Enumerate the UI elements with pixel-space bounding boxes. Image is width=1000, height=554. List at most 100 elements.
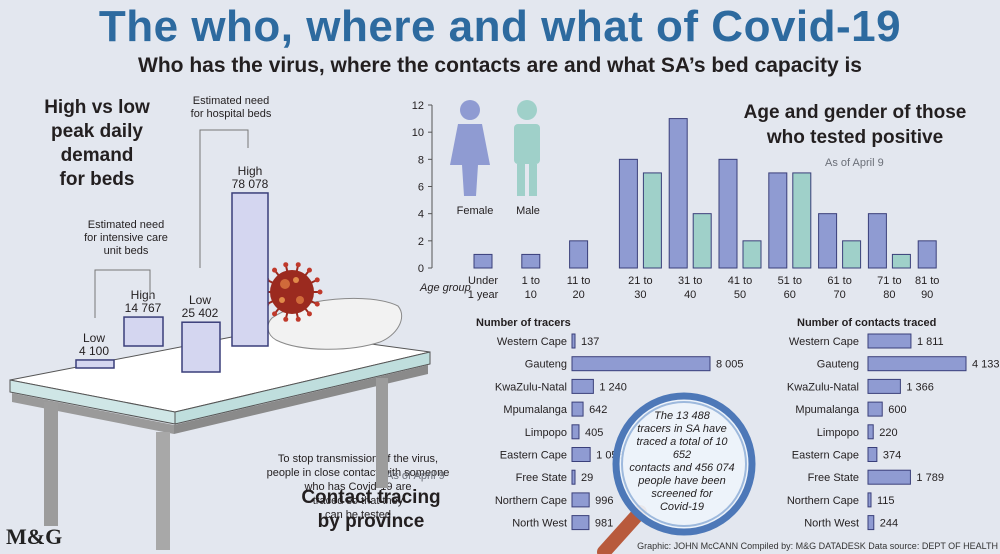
province-value: 115 <box>877 495 895 507</box>
chart-title: Number of tracers <box>476 317 571 329</box>
bed-bar-value: 25 402 <box>182 306 219 320</box>
female-bar <box>521 253 541 269</box>
page-subtitle: Who has the virus, where the contacts ar… <box>138 54 862 77</box>
female-figure-icon <box>450 100 490 196</box>
page-title: The who, where and what of Covid-19 <box>98 2 902 51</box>
province-label: Gauteng <box>525 359 567 371</box>
province-bar <box>571 333 576 349</box>
x-tick-label: 1 year <box>468 289 499 301</box>
x-tick-label: 60 <box>784 289 796 301</box>
virus-spike-tip <box>314 301 320 307</box>
province-label: North West <box>512 518 567 530</box>
province-bar <box>571 492 590 508</box>
province-value: 1 366 <box>906 381 934 393</box>
province-label: Eastern Cape <box>792 450 859 462</box>
x-tick-label: 31 to <box>678 275 702 287</box>
tracing-summary: The 13 488 tracers in SA have traced a t… <box>629 410 735 513</box>
bed-bar-value: 4 100 <box>79 344 109 358</box>
female-bar <box>718 158 738 269</box>
province-value: 244 <box>880 518 898 530</box>
mg-logo: M&G <box>6 524 63 549</box>
x-tick-label: Under <box>468 275 498 287</box>
female-bar <box>473 253 493 269</box>
province-value: 981 <box>595 518 613 530</box>
x-tick-label: 70 <box>833 289 845 301</box>
province-value: 374 <box>883 450 901 462</box>
virus-spike-tip <box>283 262 289 268</box>
province-value: 642 <box>589 404 607 416</box>
bed-bar <box>75 359 115 369</box>
virus-spike-tip <box>306 311 312 317</box>
x-tick-label: 40 <box>684 289 696 301</box>
province-bar <box>867 356 967 372</box>
bed-bar <box>231 192 269 347</box>
province-bar <box>571 447 591 462</box>
legend-male-label: Male <box>516 205 540 217</box>
hospital-label: Estimated need for hospital beds <box>190 95 272 120</box>
icu-label: Estimated need for intensive care unit b… <box>84 219 168 257</box>
virus-spike-tip <box>272 311 278 317</box>
male-bar <box>792 172 812 269</box>
age-as-of: As of April 9 <box>825 157 884 169</box>
bed-bar-category: Low <box>83 331 105 345</box>
province-value: 996 <box>595 495 613 507</box>
female-bar <box>569 240 589 269</box>
age-heading: Age and gender of those who tested posit… <box>743 102 967 148</box>
tracing-heading: Contact tracing by province <box>301 487 441 532</box>
x-tick-label: 81 to <box>915 275 939 287</box>
x-tick-label: 90 <box>921 289 933 301</box>
province-value: 8 005 <box>716 359 744 371</box>
province-label: Northern Cape <box>787 495 859 507</box>
bed-bar-value: 78 078 <box>232 177 269 191</box>
province-label: Mpumalanga <box>503 404 567 416</box>
province-bar <box>571 401 584 417</box>
province-value: 137 <box>581 336 599 348</box>
province-bar <box>571 515 590 531</box>
province-label: Western Cape <box>789 336 859 348</box>
virus-spike-tip <box>295 262 301 268</box>
x-tick-label: 61 to <box>827 275 851 287</box>
virus-spike-tip <box>314 277 320 283</box>
virus-icon <box>270 270 314 314</box>
province-bar <box>867 469 911 485</box>
female-bar <box>668 118 688 269</box>
province-value: 29 <box>581 472 593 484</box>
bed-bar-category: Low <box>189 293 211 307</box>
tracing-as-of: As of April 9 <box>386 470 445 482</box>
province-value: 1 789 <box>916 472 944 484</box>
province-bar <box>571 378 594 394</box>
province-bar <box>867 333 912 349</box>
province-label: KwaZulu-Natal <box>495 381 567 393</box>
y-tick-label: 8 <box>418 154 424 166</box>
x-axis-label: Age group <box>419 282 471 294</box>
y-tick-label: 2 <box>418 236 424 248</box>
icu-bracket <box>94 269 151 318</box>
x-tick-label: 41 to <box>728 275 752 287</box>
male-bar <box>692 213 712 269</box>
female-bar <box>917 240 937 269</box>
y-tick-label: 6 <box>418 182 424 194</box>
virus-spike-tip <box>283 316 289 322</box>
beds-heading: High vs low peak daily demand for beds <box>44 97 150 190</box>
province-value: 4 133 <box>972 359 1000 371</box>
female-bar <box>768 172 788 269</box>
x-tick-label: 21 to <box>628 275 652 287</box>
y-tick-label: 0 <box>418 263 424 275</box>
chart-title: Number of contacts traced <box>797 317 936 329</box>
female-bar <box>818 213 838 269</box>
footer-credits: Graphic: JOHN McCANN Compiled by: M&G DA… <box>637 541 998 551</box>
female-bar <box>867 213 887 269</box>
x-tick-label: 20 <box>572 289 584 301</box>
province-label: Free State <box>516 472 567 484</box>
province-value: 405 <box>585 427 603 439</box>
x-tick-label: 10 <box>525 289 537 301</box>
province-label: KwaZulu-Natal <box>787 381 859 393</box>
province-label: Western Cape <box>497 336 567 348</box>
bed-bar-category: High <box>131 288 156 302</box>
province-bar <box>867 447 878 462</box>
province-bar <box>867 424 874 440</box>
male-bar <box>742 240 762 269</box>
province-label: Eastern Cape <box>500 450 567 462</box>
hospital-bracket <box>199 129 249 268</box>
